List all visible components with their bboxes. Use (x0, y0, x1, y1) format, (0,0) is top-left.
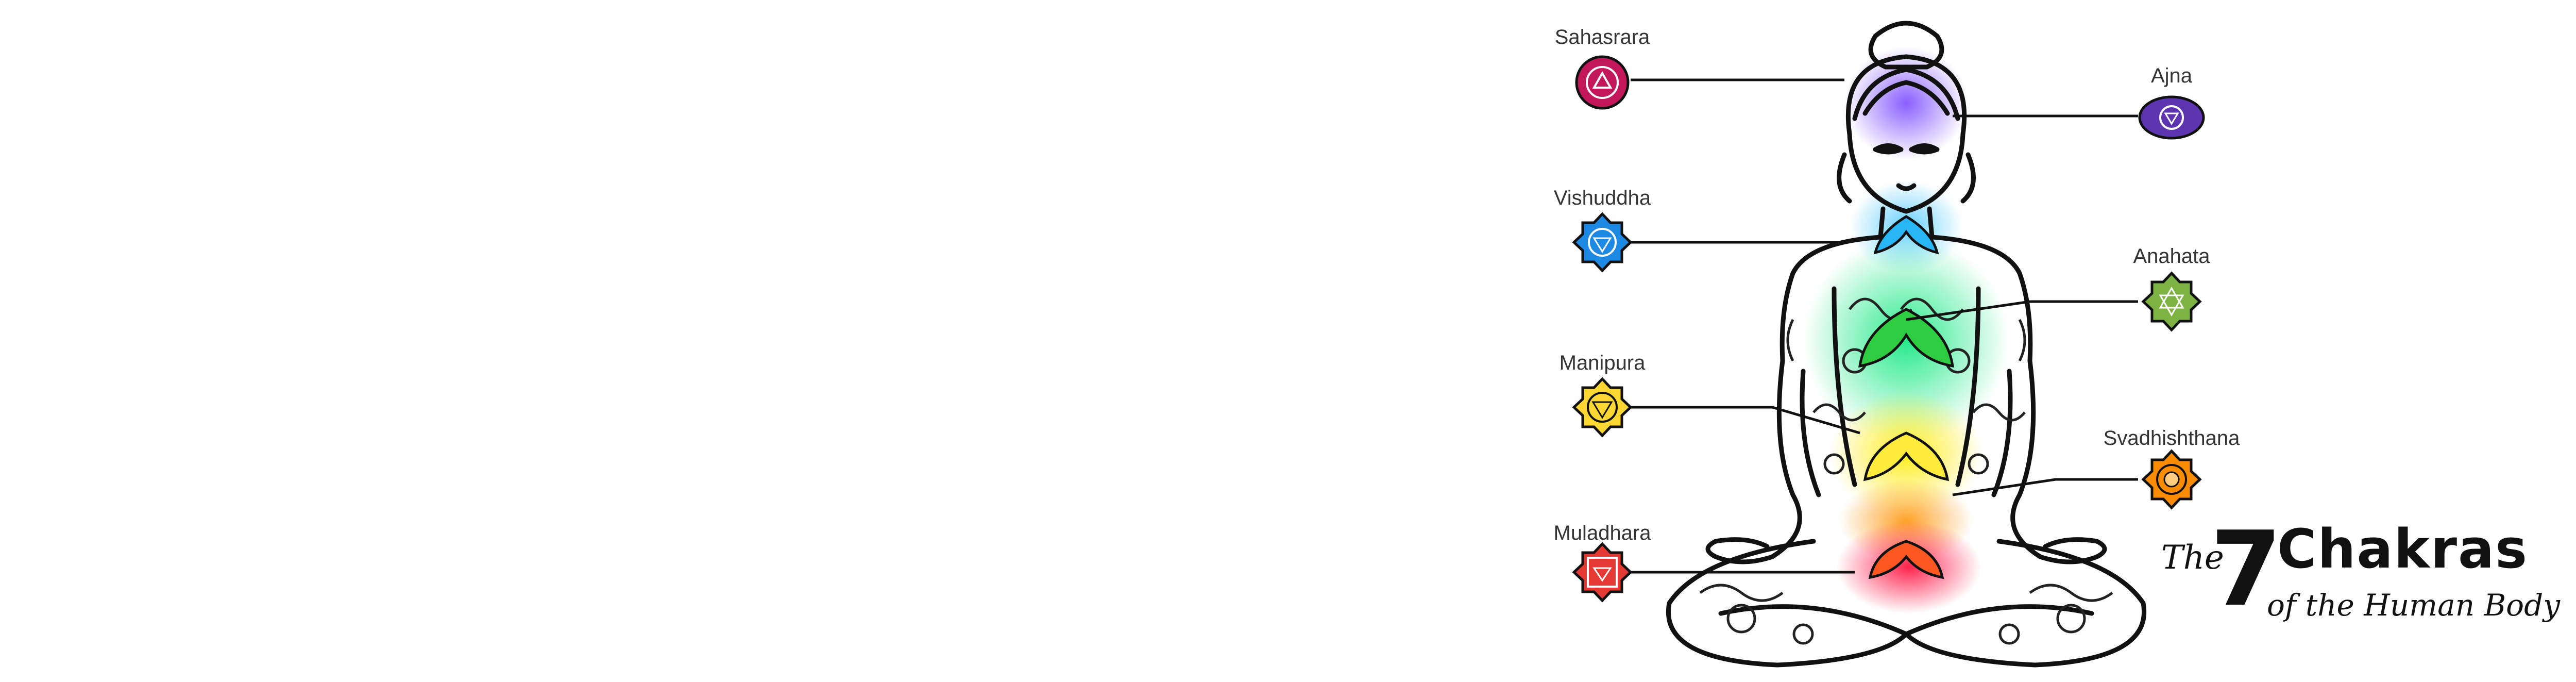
label-vishuddha: Vishuddha (1553, 187, 1651, 209)
chakra-vishuddha-icon (1572, 212, 1633, 273)
chakra-muladhara-icon (1572, 542, 1633, 603)
figure-outline (1666, 21, 2146, 668)
title-subtitle: of the Human Body (2267, 588, 2560, 623)
lotus-accents (1858, 215, 1954, 579)
title-the: The (2161, 539, 2224, 577)
title-word: Chakras (2277, 518, 2529, 580)
line-manipura (1631, 406, 1860, 435)
label-manipura: Manipura (1559, 352, 1646, 374)
label-svadhishthana: Svadhishthana (2103, 427, 2240, 450)
chakra-manipura-icon (1572, 377, 1633, 438)
chakra-sahasrara-icon (1575, 55, 1630, 110)
label-sahasrara: Sahasrara (1554, 26, 1650, 48)
chakra-ajna-icon (2138, 95, 2205, 140)
connector-lines (1631, 78, 2138, 574)
label-muladhara: Muladhara (1553, 522, 1651, 544)
title-number: 7 (2210, 509, 2282, 629)
chakra-anahata-icon (2141, 271, 2202, 332)
label-anahata: Anahata (2133, 245, 2210, 268)
line-anahata (1906, 300, 2138, 321)
label-ajna: Ajna (2150, 64, 2193, 87)
chakra-svadhishthana-icon (2141, 449, 2202, 510)
line-svadhishthana (1952, 478, 2138, 496)
